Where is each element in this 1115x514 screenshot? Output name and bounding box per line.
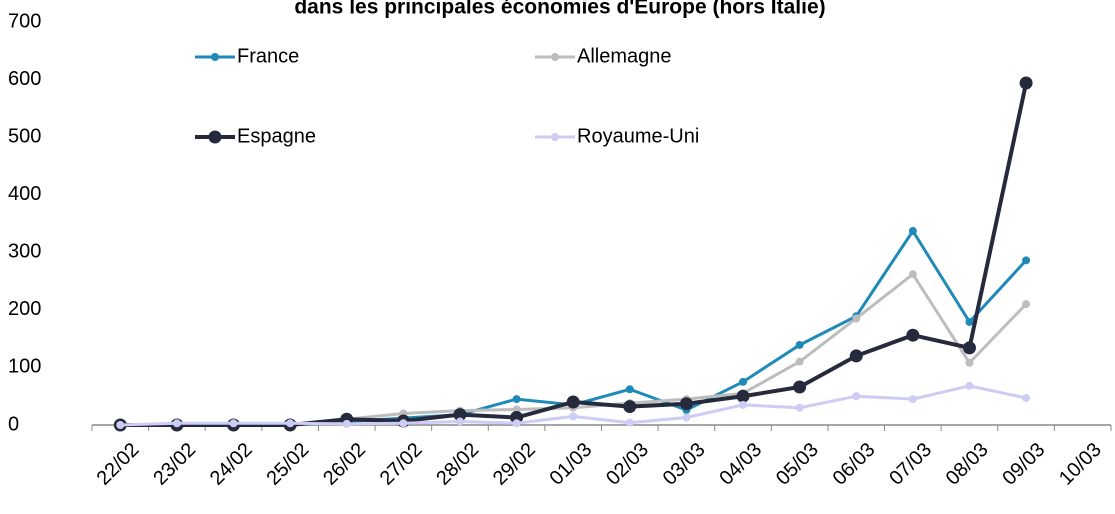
x-tick-label: 28/02 [432, 439, 483, 490]
point [795, 357, 804, 366]
point [1022, 256, 1031, 265]
x-tick-label: 22/02 [93, 439, 144, 490]
y-tick-label: 400 [8, 183, 41, 205]
x-tick-label: 29/02 [489, 439, 540, 490]
point [625, 385, 634, 394]
y-tick-label: 0 [8, 413, 19, 435]
legend-label: Allemagne [577, 45, 672, 67]
point [453, 408, 467, 422]
point [739, 377, 748, 386]
x-tick-label: 04/03 [715, 439, 766, 490]
x-tick-label: 03/03 [659, 439, 710, 490]
point [512, 419, 521, 428]
point [625, 418, 634, 427]
point [566, 395, 580, 409]
point [965, 381, 974, 390]
y-tick-label: 700 [8, 10, 41, 32]
point [908, 395, 917, 404]
x-tick-label: 07/03 [885, 439, 936, 490]
x-tick-label: 23/02 [149, 439, 200, 490]
chart-title: dans les principales économies d'Europe … [294, 0, 825, 19]
legend-marker [211, 53, 219, 61]
point [795, 403, 804, 412]
point [793, 380, 807, 394]
point [512, 395, 521, 404]
point [679, 397, 693, 411]
legend-label: Espagne [237, 125, 316, 147]
point [852, 392, 861, 401]
point [965, 317, 974, 326]
legend-marker [551, 133, 559, 141]
point [229, 419, 238, 428]
point [852, 314, 861, 323]
point [1022, 300, 1031, 309]
x-tick-label: 10/03 [1055, 439, 1106, 490]
point [962, 341, 976, 355]
point [908, 226, 917, 235]
y-tick-label: 300 [8, 241, 41, 263]
point [849, 349, 863, 363]
x-tick-label: 01/03 [546, 439, 597, 490]
point [286, 419, 295, 428]
point [172, 419, 181, 428]
x-tick-label: 26/02 [319, 439, 370, 490]
legend-marker [551, 53, 559, 61]
point [965, 358, 974, 367]
x-tick-label: 08/03 [942, 439, 993, 490]
y-tick-label: 600 [8, 68, 41, 90]
point [623, 400, 637, 414]
x-tick-label: 05/03 [772, 439, 823, 490]
point [342, 419, 351, 428]
point [906, 328, 920, 342]
y-tick-label: 500 [8, 125, 41, 147]
y-tick-label: 100 [8, 356, 41, 378]
point [739, 400, 748, 409]
x-tick-label: 25/02 [262, 439, 313, 490]
x-tick-label: 27/02 [376, 439, 427, 490]
legend-label: France [237, 45, 299, 67]
point [908, 270, 917, 279]
y-tick-label: 200 [8, 298, 41, 320]
point [510, 411, 524, 425]
point [116, 421, 125, 429]
point [682, 413, 691, 422]
x-tick-label: 06/03 [829, 439, 880, 490]
legend-label: Royaume-Uni [577, 125, 699, 147]
legend-marker [208, 130, 222, 144]
point [455, 417, 464, 426]
point [1022, 393, 1031, 402]
point [569, 412, 578, 421]
x-tick-label: 24/02 [206, 439, 257, 490]
point [795, 340, 804, 349]
point [399, 419, 408, 428]
x-tick-label: 02/03 [602, 439, 653, 490]
x-tick-label: 09/03 [998, 439, 1049, 490]
point [736, 389, 750, 403]
point [1019, 76, 1033, 90]
